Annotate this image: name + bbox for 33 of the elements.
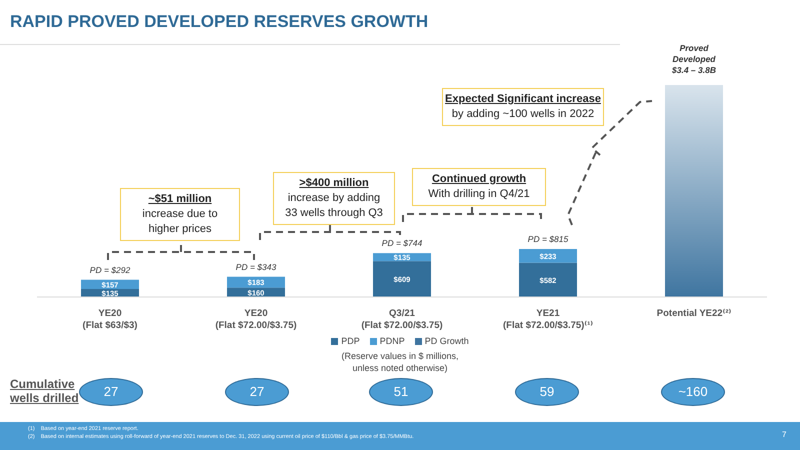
x-tick-label: Q3/21 (Flat $72.00/$3.75): [361, 308, 443, 331]
bar: [665, 85, 723, 297]
oval-badge: 27: [79, 378, 143, 406]
oval-badge: ~160: [661, 378, 725, 406]
bar: [519, 249, 577, 263]
oval-badge: 51: [369, 378, 433, 406]
text: Cumulative wells drilled: [10, 377, 79, 405]
text: 7: [782, 430, 786, 439]
bar: [373, 261, 431, 297]
x-tick-label: YE20 (Flat $63/$3): [82, 308, 138, 331]
total-label: PD = $815: [528, 234, 568, 244]
total-label: PD = $343: [236, 262, 276, 272]
callout-box: Continued growth With drilling in Q4/21: [412, 168, 546, 206]
data-label: Proved Developed $3.4 – 3.8B: [671, 43, 716, 75]
legend-label: PDP: [340, 336, 360, 346]
callout-box: >$400 million increase by adding 33 wells through Q3: [273, 172, 395, 225]
oval-badge: 27: [225, 378, 289, 406]
total-label: PD = $292: [90, 264, 130, 275]
callout-box: ~$51 million increase due to higher prices: [120, 188, 240, 241]
oval-badge: 59: [515, 378, 579, 406]
annotation: >$400 million increase by adding 33 wells through Q3: [284, 176, 384, 221]
x-tick-label: YE20 (Flat $72.00/$3.75): [215, 308, 297, 331]
annotation: Continued growth With drilling in Q4/21: [427, 172, 531, 202]
chart-title: RAPID PROVED DEVELOPED RESERVES GROWTH: [10, 12, 428, 32]
annotation: ~$51 million increase due to higher prices: [141, 192, 219, 237]
legend-label: PD Growth: [424, 336, 469, 346]
x-tick-label: YE21 (Flat $72.00/$3.75)⁽¹⁾: [503, 308, 594, 331]
callout-box: Expected Significant increase by adding ~100 wells in 2022: [442, 88, 604, 126]
x-tick-label: Potential YE22⁽²⁾: [656, 308, 732, 319]
legend-label: PDNP: [378, 336, 405, 346]
bar: [519, 262, 577, 297]
total-label: PD = $744: [382, 238, 422, 248]
text: (Reserve values in $ millions, unless noted otherwise): [340, 350, 460, 374]
